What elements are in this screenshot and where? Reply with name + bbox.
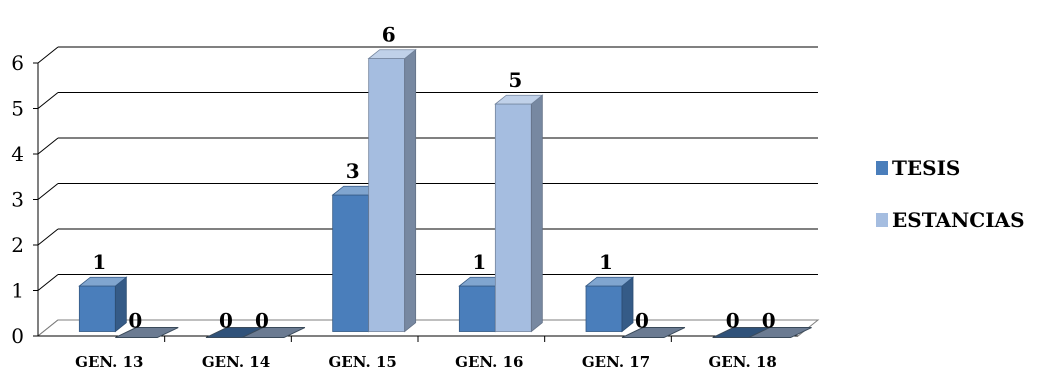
bar-top [78, 276, 128, 287]
data-label: 1 [599, 250, 613, 274]
y-tick-label: 6 [11, 51, 24, 75]
chart-bars [78, 48, 812, 339]
legend-swatch-tesis [876, 161, 888, 175]
bar-side [621, 276, 634, 333]
data-label: 1 [472, 250, 486, 274]
category-label: GEN. 18 [709, 353, 777, 371]
data-label: 3 [346, 159, 360, 183]
legend-label: TESIS [892, 156, 960, 180]
data-label: 0 [255, 309, 269, 333]
data-label: 0 [762, 309, 776, 333]
bar-side [404, 48, 417, 333]
data-label: 0 [726, 309, 740, 333]
bar-top [494, 94, 544, 105]
y-tick-label: 3 [11, 188, 24, 212]
bar-tesis [78, 285, 116, 332]
bar-top [367, 49, 417, 59]
data-label: 0 [128, 309, 142, 333]
data-label: 5 [508, 68, 522, 92]
y-tick-label: 1 [11, 279, 24, 303]
bar-tesis [585, 285, 623, 332]
gridline-slant [37, 137, 59, 155]
gridline-slant [37, 46, 59, 64]
bar-estancias [748, 327, 812, 339]
bar-side [114, 276, 127, 333]
gridline-slant [37, 183, 59, 200]
bar-estancias [241, 327, 306, 339]
data-label: 0 [635, 309, 649, 333]
bar-top [584, 276, 635, 287]
y-tick-label: 5 [11, 97, 24, 121]
bar-estancias [621, 327, 686, 339]
legend-label: ESTANCIAS [892, 208, 1025, 232]
chart-legend: TESIS ESTANCIAS [876, 156, 1025, 232]
bar-estancias [494, 103, 532, 332]
legend-swatch-estancias [876, 213, 888, 227]
gridline-slant [37, 228, 59, 246]
bar-tesis [458, 285, 496, 332]
y-tick-label: 0 [11, 324, 24, 348]
y-tick-label: 2 [11, 233, 24, 257]
bar-estancias [115, 327, 179, 339]
data-label: 1 [92, 250, 106, 274]
category-label: GEN. 15 [329, 353, 397, 371]
data-label: 0 [219, 309, 233, 333]
gridline-slant [37, 274, 59, 291]
bar-tesis [332, 194, 370, 332]
category-label: GEN. 17 [582, 353, 650, 371]
category-label: GEN. 16 [455, 353, 523, 371]
y-tick-label: 4 [11, 142, 24, 166]
chart-grid [37, 46, 818, 337]
category-label: GEN. 13 [75, 353, 143, 371]
bar-side [530, 94, 543, 333]
data-label: 6 [382, 23, 396, 47]
gridline-slant [37, 92, 59, 109]
category-label: GEN. 14 [202, 353, 270, 371]
bar-estancias [368, 58, 406, 332]
